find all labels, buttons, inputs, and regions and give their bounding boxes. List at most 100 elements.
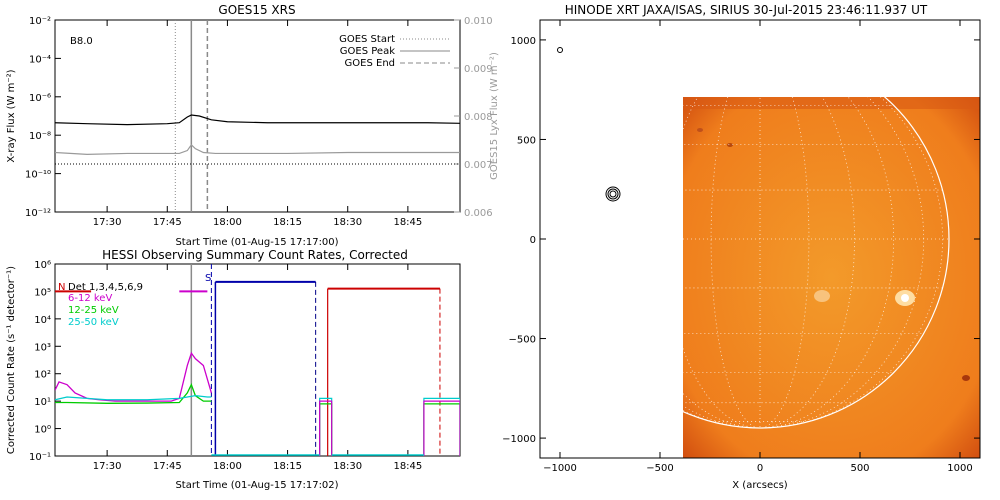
xrt-active-region-west (814, 290, 830, 302)
hessi-series-6-12-keV (55, 351, 213, 402)
xrt-image (683, 97, 980, 458)
xrt-contour-inner (609, 190, 617, 198)
xrt-contours (557, 47, 621, 202)
xrt-heliographic-grid (683, 97, 949, 429)
hessi-xtick-label: 18:15 (273, 461, 302, 472)
goes-xtick-label: 18:45 (393, 217, 422, 228)
xrt-longitude-line (759, 97, 855, 429)
hessi-title: HESSI Observing Summary Count Rates, Cor… (102, 248, 408, 262)
goes-xtick-label: 18:00 (213, 217, 242, 228)
xrt-xtick-label: 1000 (947, 463, 972, 474)
goes-xtick-label: 18:30 (333, 217, 362, 228)
hessi-legend: N Det 1,3,4,5,6,9 6-12 keV 12-25 keV 25-… (58, 273, 211, 328)
goes-xtick-label: 17:30 (93, 217, 122, 228)
xrt-ytick-label: 500 (517, 135, 536, 146)
xrt-xtick-label: 0 (757, 463, 763, 474)
xrt-contour-mid (607, 188, 619, 200)
goes-ytick-right-label: 0.008 (464, 112, 493, 123)
goes-legend-start: GOES Start (339, 34, 395, 45)
hessi-panel: HESSI Observing Summary Count Rates, Cor… (6, 248, 461, 491)
goes-ytick-label: 10⁻¹² (25, 208, 51, 219)
hessi-flag-s: S (205, 273, 211, 284)
goes-legend-peak: GOES Peak (340, 46, 395, 57)
hessi-legend-25-50: 25-50 keV (68, 317, 119, 328)
goes-plot-frame (54, 19, 461, 213)
goes-ytick-right-label: 0.006 (464, 208, 493, 219)
hessi-series-group (55, 351, 460, 456)
goes-xtick-label: 18:15 (273, 217, 302, 228)
hessi-ytick-label: 10² (34, 370, 51, 381)
hessi-xtick-label: 18:00 (213, 461, 242, 472)
hessi-xtick-label: 18:30 (333, 461, 362, 472)
hessi-series-25-50-keV (55, 395, 212, 401)
hessi-ytick-label: 10⁰ (34, 425, 51, 436)
xrt-title: HINODE XRT JAXA/ISAS, SIRIUS 30-Jul-2015… (565, 3, 928, 17)
goes-ylabel: X-ray Flux (W m⁻²) (6, 69, 17, 162)
hessi-xtick-label: 17:45 (153, 461, 182, 472)
xrt-xtick-label: −500 (646, 463, 673, 474)
goes-xtick-label: 17:45 (153, 217, 182, 228)
xrt-active-region-core (901, 294, 909, 302)
hessi-xlabel: Start Time (01-Aug-15 17:17:02) (175, 480, 338, 491)
goes-event-lines (174, 20, 209, 212)
goes-ytick-label: 10⁻⁶ (29, 93, 51, 104)
xrt-axis-ticks: −1000 −500 0 500 1000 1000 500 0 −500 −1000 (502, 20, 980, 474)
goes-ytick-right-label: 0.010 (464, 16, 493, 27)
hessi-ytick-label: 10⁻¹ (29, 452, 51, 463)
hessi-flag-n: N (58, 282, 65, 293)
hessi-ytick-label: 10⁵ (34, 287, 51, 298)
xrt-contour-small (557, 47, 563, 53)
hessi-attenuator-bars (55, 264, 441, 456)
hessi-ytick-label: 10⁴ (34, 315, 51, 326)
hessi-ylabel: Corrected Count Rate (s⁻¹ detector⁻¹) (6, 266, 17, 454)
hessi-segment (319, 400, 333, 456)
hessi-axis-ticks: 17:30 17:45 18:00 18:15 18:30 18:45 10⁶ 10⁵ 10⁴ 1… (29, 260, 422, 472)
xrt-ytick-label: −1000 (502, 434, 536, 445)
goes-xlabel: Start Time (01-Aug-15 17:17:00) (175, 237, 338, 248)
goes-series-short (55, 143, 460, 156)
goes-ytick-right-label: 0.009 (464, 64, 493, 75)
goes-legend-end: GOES End (345, 58, 395, 69)
hessi-ytick-label: 10⁶ (34, 260, 51, 271)
xrt-panel: HINODE XRT JAXA/ISAS, SIRIUS 30-Jul-2015… (502, 3, 981, 491)
goes-ytick-right-label: 0.007 (464, 160, 493, 171)
goes-ytick-label: 10⁻⁴ (29, 54, 51, 65)
goes-panel: GOES15 XRS 17:30 17:45 18:00 18:15 18:30 18:4… (6, 3, 500, 248)
hessi-legend-header: Det 1,3,4,5,6,9 (68, 282, 143, 293)
hessi-plot-frame (54, 263, 461, 457)
goes-ytick-label: 10⁻¹⁰ (25, 170, 51, 181)
hessi-segment (423, 397, 460, 456)
goes-legend: GOES Start GOES Peak GOES End (339, 34, 450, 69)
goes-axis-ticks: 17:30 17:45 18:00 18:15 18:30 18:45 10⁻² 10⁻⁴ 10… (25, 16, 493, 228)
xrt-ytick-label: −500 (509, 335, 536, 346)
hessi-ytick-label: 10¹ (34, 397, 51, 408)
xrt-image-edge-top (683, 97, 980, 109)
xrt-ytick-label: 1000 (511, 36, 536, 47)
hessi-ytick-label: 10³ (34, 342, 51, 353)
goes-ylabel-right: GOES15 Lyx Flux (W m⁻²) (489, 52, 500, 180)
xrt-xtick-label: −1000 (543, 463, 577, 474)
xrt-xlabel: X (arcsecs) (732, 480, 788, 491)
xrt-ytick-label: 0 (530, 235, 536, 246)
xrt-spot-north (727, 143, 733, 147)
hessi-segment (423, 403, 460, 456)
xrt-image-features (683, 97, 980, 381)
hessi-xtick-label: 17:30 (93, 461, 122, 472)
xrt-spot-northeast (697, 128, 703, 132)
goes-flare-class: B8.0 (70, 36, 93, 47)
xrt-spot-limb (962, 375, 970, 381)
goes-ytick-label: 10⁻² (29, 16, 51, 27)
hessi-xtick-label: 18:45 (393, 461, 422, 472)
xrt-solar-limb (683, 97, 950, 429)
goes-ytick-label: 10⁻⁸ (29, 131, 51, 142)
hessi-segment (319, 403, 333, 456)
xrt-contour-outer (605, 186, 621, 202)
goes-series-group (55, 114, 460, 165)
goes-title: GOES15 XRS (218, 3, 295, 17)
xrt-xtick-label: 500 (850, 463, 869, 474)
hessi-legend-12-25: 12-25 keV (68, 305, 119, 316)
hessi-legend-6-12: 6-12 keV (68, 293, 112, 304)
goes-series-long (55, 114, 460, 126)
hessi-segment (319, 397, 333, 456)
